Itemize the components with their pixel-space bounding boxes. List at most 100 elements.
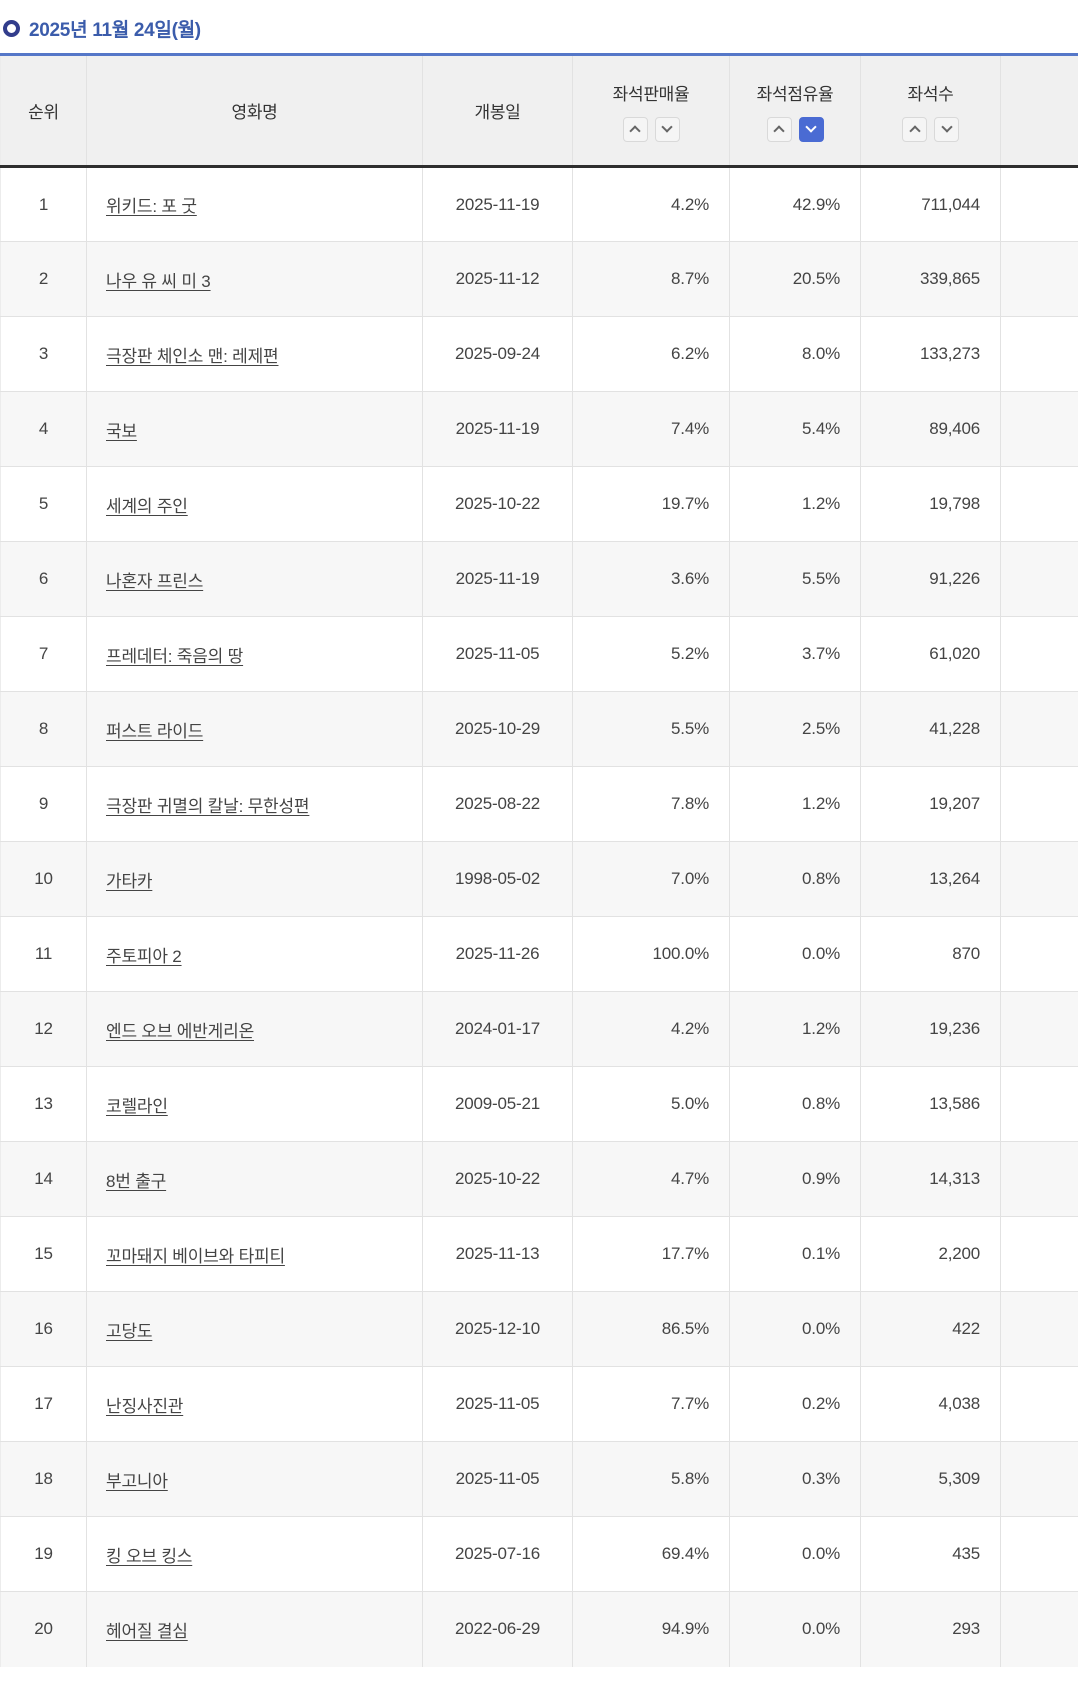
rank-cell: 1 bbox=[0, 166, 87, 242]
movie-title-link[interactable]: 주토피아 2 bbox=[106, 946, 182, 966]
seat-count-cell: 13,586 bbox=[860, 1066, 1001, 1142]
sort-asc-button-seat-count[interactable] bbox=[902, 116, 927, 142]
cutoff-cell bbox=[1000, 1216, 1078, 1292]
seat-occupancy-cell: 5.4% bbox=[729, 391, 861, 467]
movie-title-link[interactable]: 나혼자 프린스 bbox=[106, 571, 204, 591]
column-header-movie-title: 영화명 bbox=[86, 54, 423, 168]
seat-count-cell: 870 bbox=[860, 916, 1001, 992]
table-row: 15 꼬마돼지 베이브와 타피티 2025-11-13 17.7% 0.1% 2… bbox=[0, 1216, 1078, 1292]
movie-title-link[interactable]: 고당도 bbox=[106, 1321, 153, 1341]
release-date-cell: 2025-11-19 bbox=[422, 391, 573, 467]
table-row: 7 프레데터: 죽음의 땅 2025-11-05 5.2% 3.7% 61,02… bbox=[0, 616, 1078, 692]
column-label-seat-occupancy: 좌석점유율 bbox=[756, 84, 834, 104]
seat-sales-rate-cell: 19.7% bbox=[572, 466, 730, 542]
seat-occupancy-cell: 2.5% bbox=[729, 691, 861, 767]
table-row: 3 극장판 체인소 맨: 레제편 2025-09-24 6.2% 8.0% 13… bbox=[0, 316, 1078, 392]
seat-occupancy-cell: 0.9% bbox=[729, 1141, 861, 1217]
movie-title-link[interactable]: 난징사진관 bbox=[106, 1396, 184, 1416]
seat-occupancy-cell: 0.0% bbox=[729, 1591, 861, 1667]
movie-title-link[interactable]: 8번 출구 bbox=[106, 1171, 167, 1191]
movie-title-link[interactable]: 나우 유 씨 미 3 bbox=[106, 271, 211, 291]
seat-sales-rate-cell: 5.0% bbox=[572, 1066, 730, 1142]
column-label-seat-count: 좌석수 bbox=[907, 84, 954, 104]
sort-asc-button-seat-occupancy[interactable] bbox=[766, 116, 792, 142]
release-date-cell: 2025-07-16 bbox=[422, 1516, 573, 1592]
release-date-cell: 2025-11-26 bbox=[422, 916, 573, 992]
movie-title-link[interactable]: 극장판 귀멸의 칼날: 무한성편 bbox=[106, 796, 310, 816]
seat-occupancy-cell: 5.5% bbox=[729, 541, 861, 617]
movie-title-cell: 고당도 bbox=[86, 1291, 423, 1367]
seat-occupancy-cell: 42.9% bbox=[729, 166, 861, 242]
chevron-down-icon bbox=[661, 121, 673, 133]
movie-title-cell: 8번 출구 bbox=[86, 1141, 423, 1217]
table-header-row: 순위 영화명 개봉일 좌석판매율 좌석점유율 bbox=[0, 54, 1078, 168]
rank-cell: 3 bbox=[0, 316, 87, 392]
sort-desc-button-seat-sales-rate[interactable] bbox=[654, 116, 680, 142]
seat-occupancy-cell: 0.0% bbox=[729, 916, 861, 992]
movie-title-link[interactable]: 헤어질 결심 bbox=[106, 1621, 188, 1641]
column-header-seat-count: 좌석수 bbox=[860, 54, 1001, 168]
movie-title-cell: 난징사진관 bbox=[86, 1366, 423, 1442]
sort-asc-button-seat-sales-rate[interactable] bbox=[622, 116, 648, 142]
seat-count-cell: 4,038 bbox=[860, 1366, 1001, 1442]
seat-sales-rate-cell: 6.2% bbox=[572, 316, 730, 392]
movie-title-link[interactable]: 부고니아 bbox=[106, 1471, 168, 1491]
rank-cell: 17 bbox=[0, 1366, 87, 1442]
sort-desc-button-seat-occupancy[interactable] bbox=[798, 116, 824, 142]
seat-sales-rate-cell: 5.8% bbox=[572, 1441, 730, 1517]
movie-title-link[interactable]: 극장판 체인소 맨: 레제편 bbox=[106, 346, 279, 366]
seat-count-cell: 19,798 bbox=[860, 466, 1001, 542]
seat-count-cell: 5,309 bbox=[860, 1441, 1001, 1517]
movie-title-link[interactable]: 퍼스트 라이드 bbox=[106, 721, 204, 741]
sort-buttons-seat-sales-rate bbox=[622, 116, 680, 142]
rank-cell: 10 bbox=[0, 841, 87, 917]
seat-sales-rate-cell: 7.0% bbox=[572, 841, 730, 917]
seat-occupancy-cell: 1.2% bbox=[729, 766, 861, 842]
cutoff-cell bbox=[1000, 1066, 1078, 1142]
rank-cell: 12 bbox=[0, 991, 87, 1067]
release-date-cell: 2025-10-22 bbox=[422, 1141, 573, 1217]
movie-title-link[interactable]: 세계의 주인 bbox=[106, 496, 188, 516]
movie-title-link[interactable]: 코렐라인 bbox=[106, 1096, 168, 1116]
release-date-cell: 2024-01-17 bbox=[422, 991, 573, 1067]
seat-occupancy-cell: 0.2% bbox=[729, 1366, 861, 1442]
cutoff-cell bbox=[1000, 691, 1078, 767]
seat-occupancy-cell: 3.7% bbox=[729, 616, 861, 692]
seat-sales-rate-cell: 4.7% bbox=[572, 1141, 730, 1217]
cutoff-cell bbox=[1000, 1591, 1078, 1667]
sort-desc-button-seat-count[interactable] bbox=[934, 116, 959, 142]
table-row: 5 세계의 주인 2025-10-22 19.7% 1.2% 19,798 bbox=[0, 466, 1078, 542]
movie-title-link[interactable]: 위키드: 포 굿 bbox=[106, 197, 197, 216]
movie-title-cell: 주토피아 2 bbox=[86, 916, 423, 992]
seat-count-cell: 711,044 bbox=[860, 166, 1001, 242]
ring-icon bbox=[3, 20, 20, 37]
movie-title-cell: 위키드: 포 굿 bbox=[86, 166, 423, 242]
chevron-down-icon bbox=[805, 121, 817, 133]
column-header-cutoff bbox=[1000, 54, 1078, 168]
movie-title-link[interactable]: 가타카 bbox=[106, 871, 153, 891]
seat-occupancy-cell: 0.8% bbox=[729, 841, 861, 917]
column-header-rank: 순위 bbox=[0, 54, 87, 168]
cutoff-cell bbox=[1000, 391, 1078, 467]
release-date-cell: 2025-11-05 bbox=[422, 1366, 573, 1442]
chevron-down-icon bbox=[940, 121, 953, 133]
seat-count-cell: 293 bbox=[860, 1591, 1001, 1667]
rank-cell: 16 bbox=[0, 1291, 87, 1367]
table-row: 20 헤어질 결심 2022-06-29 94.9% 0.0% 293 bbox=[0, 1591, 1078, 1667]
movie-title-cell: 나우 유 씨 미 3 bbox=[86, 241, 423, 317]
seat-occupancy-cell: 1.2% bbox=[729, 466, 861, 542]
seat-sales-rate-cell: 3.6% bbox=[572, 541, 730, 617]
movie-title-cell: 가타카 bbox=[86, 841, 423, 917]
seat-count-cell: 61,020 bbox=[860, 616, 1001, 692]
seat-occupancy-cell: 0.0% bbox=[729, 1516, 861, 1592]
movie-title-link[interactable]: 킹 오브 킹스 bbox=[106, 1546, 193, 1566]
movie-title-link[interactable]: 프레데터: 죽음의 땅 bbox=[106, 646, 244, 666]
movie-title-cell: 부고니아 bbox=[86, 1441, 423, 1517]
movie-title-cell: 킹 오브 킹스 bbox=[86, 1516, 423, 1592]
cutoff-cell bbox=[1000, 1441, 1078, 1517]
movie-title-cell: 엔드 오브 에반게리온 bbox=[86, 991, 423, 1067]
movie-title-link[interactable]: 꼬마돼지 베이브와 타피티 bbox=[106, 1246, 285, 1266]
movie-title-link[interactable]: 국보 bbox=[106, 421, 137, 441]
movie-title-link[interactable]: 엔드 오브 에반게리온 bbox=[106, 1021, 255, 1041]
table-row: 8 퍼스트 라이드 2025-10-29 5.5% 2.5% 41,228 bbox=[0, 691, 1078, 767]
